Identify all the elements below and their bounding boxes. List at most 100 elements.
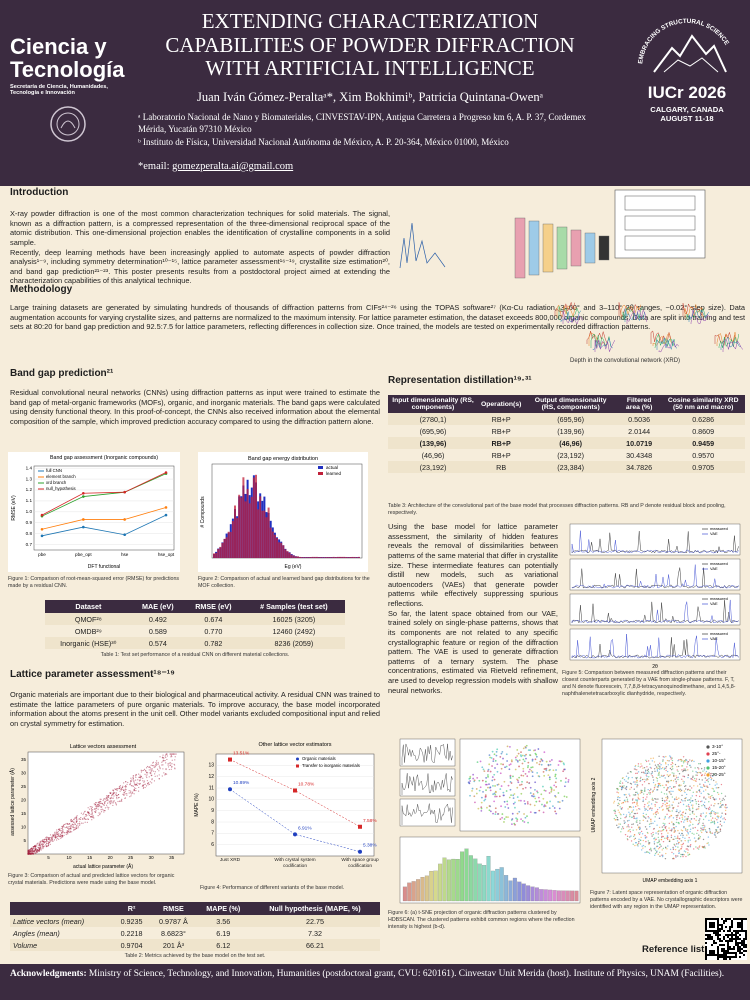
illustration	[667, 780, 670, 783]
illustration	[520, 783, 523, 786]
illustration	[720, 801, 722, 803]
qr-code[interactable]	[705, 918, 747, 960]
illustration	[60, 837, 62, 839]
illustration	[269, 527, 272, 558]
illustration	[704, 847, 706, 849]
illustration	[708, 844, 710, 846]
illustration	[58, 828, 60, 830]
illustration	[541, 803, 543, 806]
illustration	[119, 790, 121, 792]
illustration	[623, 794, 625, 796]
illustration	[547, 774, 550, 776]
illustration	[723, 958, 725, 960]
illustration	[401, 773, 453, 795]
illustration	[721, 928, 723, 930]
illustration	[45, 845, 48, 848]
cell: (2780,1)	[388, 413, 478, 425]
illustration	[518, 776, 521, 779]
header-cell: R²	[112, 902, 151, 915]
illustration	[625, 796, 628, 798]
illustration	[666, 774, 668, 776]
illustration	[677, 829, 679, 832]
illustration	[684, 791, 686, 794]
illustration	[35, 850, 38, 852]
header-row: R² RMSE MAPE (%) Null hypothesis (MAPE, %)	[10, 902, 380, 915]
illustration	[707, 836, 710, 838]
illustration	[656, 824, 658, 826]
cell: Lattice vectors (mean)	[10, 915, 113, 927]
illustration	[743, 954, 745, 956]
illustration	[514, 806, 516, 809]
legend-label: measured	[710, 561, 728, 566]
illustration	[658, 826, 661, 829]
illustration	[741, 918, 743, 920]
illustration	[505, 790, 508, 792]
cell: 0.8609	[692, 426, 715, 436]
illustration	[666, 838, 669, 841]
illustration	[634, 812, 637, 815]
row: (139,96) RB+P (46,96) 10.0719 0.9459	[388, 437, 745, 449]
email-line: *email: gomezperalta.ai@gmail.com	[138, 161, 293, 172]
illustration	[509, 763, 512, 766]
illustration	[681, 846, 683, 848]
illustration	[745, 950, 747, 952]
illustration	[690, 804, 693, 806]
illustration	[628, 811, 630, 814]
illustration	[711, 950, 713, 952]
illustration	[520, 774, 523, 777]
illustration	[502, 794, 505, 797]
illustration	[677, 776, 679, 779]
illustration	[125, 784, 127, 787]
illustration	[571, 530, 739, 554]
cell: 0.6286	[661, 413, 745, 425]
illustration	[616, 816, 619, 819]
illustration	[656, 767, 658, 769]
x-tick-label: 5	[47, 855, 50, 860]
illustration	[552, 805, 554, 808]
illustration	[543, 751, 546, 754]
illustration	[138, 773, 140, 775]
illustration	[516, 749, 519, 751]
illustration	[628, 826, 630, 828]
illustration	[673, 798, 676, 801]
footer: Acknowledgments: Ministry of Science, Te…	[0, 964, 750, 1000]
illustration	[520, 755, 523, 758]
illustration	[686, 763, 689, 765]
illustration	[618, 782, 621, 784]
illustration	[662, 775, 664, 777]
illustration	[133, 787, 136, 789]
header-cell: # Samples (test set)	[242, 600, 345, 613]
illustration	[493, 792, 496, 795]
illustration	[617, 796, 619, 799]
illustration	[723, 956, 725, 958]
header-cell: MAE (eV)	[131, 600, 184, 613]
illustration	[90, 813, 92, 816]
illustration	[552, 890, 557, 902]
illustration	[717, 958, 719, 960]
illustration	[41, 842, 43, 844]
illustration	[161, 761, 163, 763]
illustration	[648, 782, 650, 785]
illustration	[509, 745, 511, 748]
illustration	[538, 763, 541, 766]
illustration	[693, 813, 695, 815]
illustration	[471, 789, 473, 792]
illustration	[702, 790, 705, 792]
illustration	[668, 806, 670, 809]
illustration	[666, 835, 669, 837]
illustration	[156, 760, 158, 762]
illustration	[666, 813, 668, 816]
illustration	[661, 854, 663, 856]
illustration	[733, 948, 735, 950]
illustration	[534, 749, 536, 752]
illustration	[141, 785, 143, 787]
illustration	[571, 600, 739, 624]
illustration	[635, 772, 637, 775]
illustration	[58, 838, 60, 840]
illustration	[667, 836, 669, 839]
illustration	[637, 842, 640, 845]
illustration	[700, 786, 702, 788]
illustration	[433, 870, 438, 902]
illustration	[671, 804, 673, 806]
email-link[interactable]: gomezperalta.ai@gmail.com	[172, 161, 294, 172]
